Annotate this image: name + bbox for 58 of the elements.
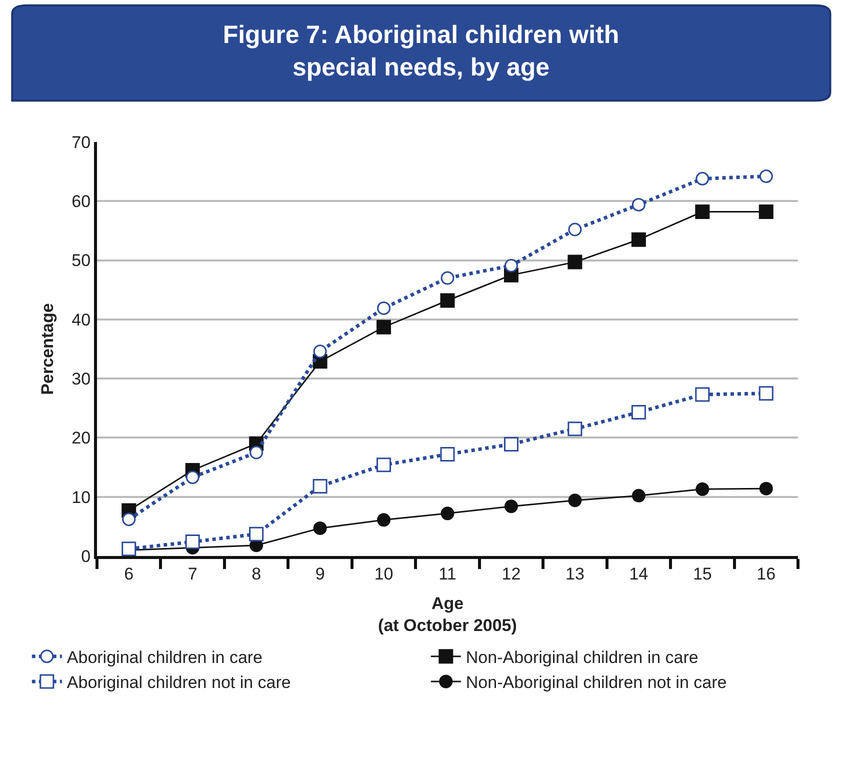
x-tick-label: 9 [315, 564, 325, 584]
y-tick-label: 10 [72, 488, 91, 507]
x-tick-label: 14 [629, 564, 648, 584]
x-tick-label: 16 [756, 564, 776, 584]
legend-label: Aboriginal children not in care [66, 673, 291, 692]
point [568, 422, 582, 436]
point [758, 204, 774, 220]
x-tick-label: 7 [188, 564, 198, 584]
y-tick-label: 50 [72, 251, 91, 270]
legend-label: Non-Aboriginal children in care [466, 648, 698, 667]
point [568, 222, 582, 236]
y-tick-label: 70 [72, 132, 91, 152]
point [313, 521, 327, 535]
point [250, 446, 264, 460]
x-tick-label: 8 [252, 564, 262, 584]
point [759, 170, 773, 184]
point [185, 534, 200, 550]
point [504, 258, 518, 272]
point [568, 254, 582, 270]
point [377, 513, 391, 527]
y-tick-label: 60 [72, 192, 91, 212]
point [440, 271, 454, 285]
point [440, 447, 455, 462]
point [695, 387, 710, 402]
y-tick-label: 30 [72, 370, 91, 389]
y-tick-label: 40 [72, 310, 91, 330]
x-axis-title: Age (at October 2005) [378, 594, 517, 635]
x-tick-label: 15 [692, 564, 712, 584]
x-tick-label: 10 [374, 564, 394, 584]
chart-title: Figure 7: Aboriginal children with special needs, by age [222, 20, 620, 82]
point [631, 232, 646, 247]
point [377, 301, 391, 315]
point [632, 488, 646, 502]
point [440, 293, 455, 308]
legend-label: Non-Aboriginal children not in care [466, 673, 727, 692]
x-tick-label: 12 [502, 564, 521, 584]
point [759, 482, 773, 496]
point [376, 320, 392, 334]
y-axis-title: Percentage [38, 303, 58, 395]
x-tick-label: 13 [565, 564, 584, 584]
x-tick-label: 11 [438, 564, 456, 584]
point [568, 494, 582, 508]
point [122, 512, 136, 526]
point [186, 470, 200, 484]
point [440, 506, 454, 520]
point [696, 172, 710, 186]
point [312, 478, 328, 494]
point [504, 436, 518, 452]
point [249, 526, 264, 542]
y-tick-label: 20 [72, 428, 91, 448]
point [696, 482, 710, 496]
legend-label: Aboriginal children in care [66, 648, 263, 667]
point [313, 344, 327, 358]
x-tick-label: 6 [124, 564, 134, 584]
point [632, 198, 646, 212]
y-tick-label: 0 [81, 546, 91, 566]
point [504, 500, 518, 514]
point [695, 204, 710, 220]
